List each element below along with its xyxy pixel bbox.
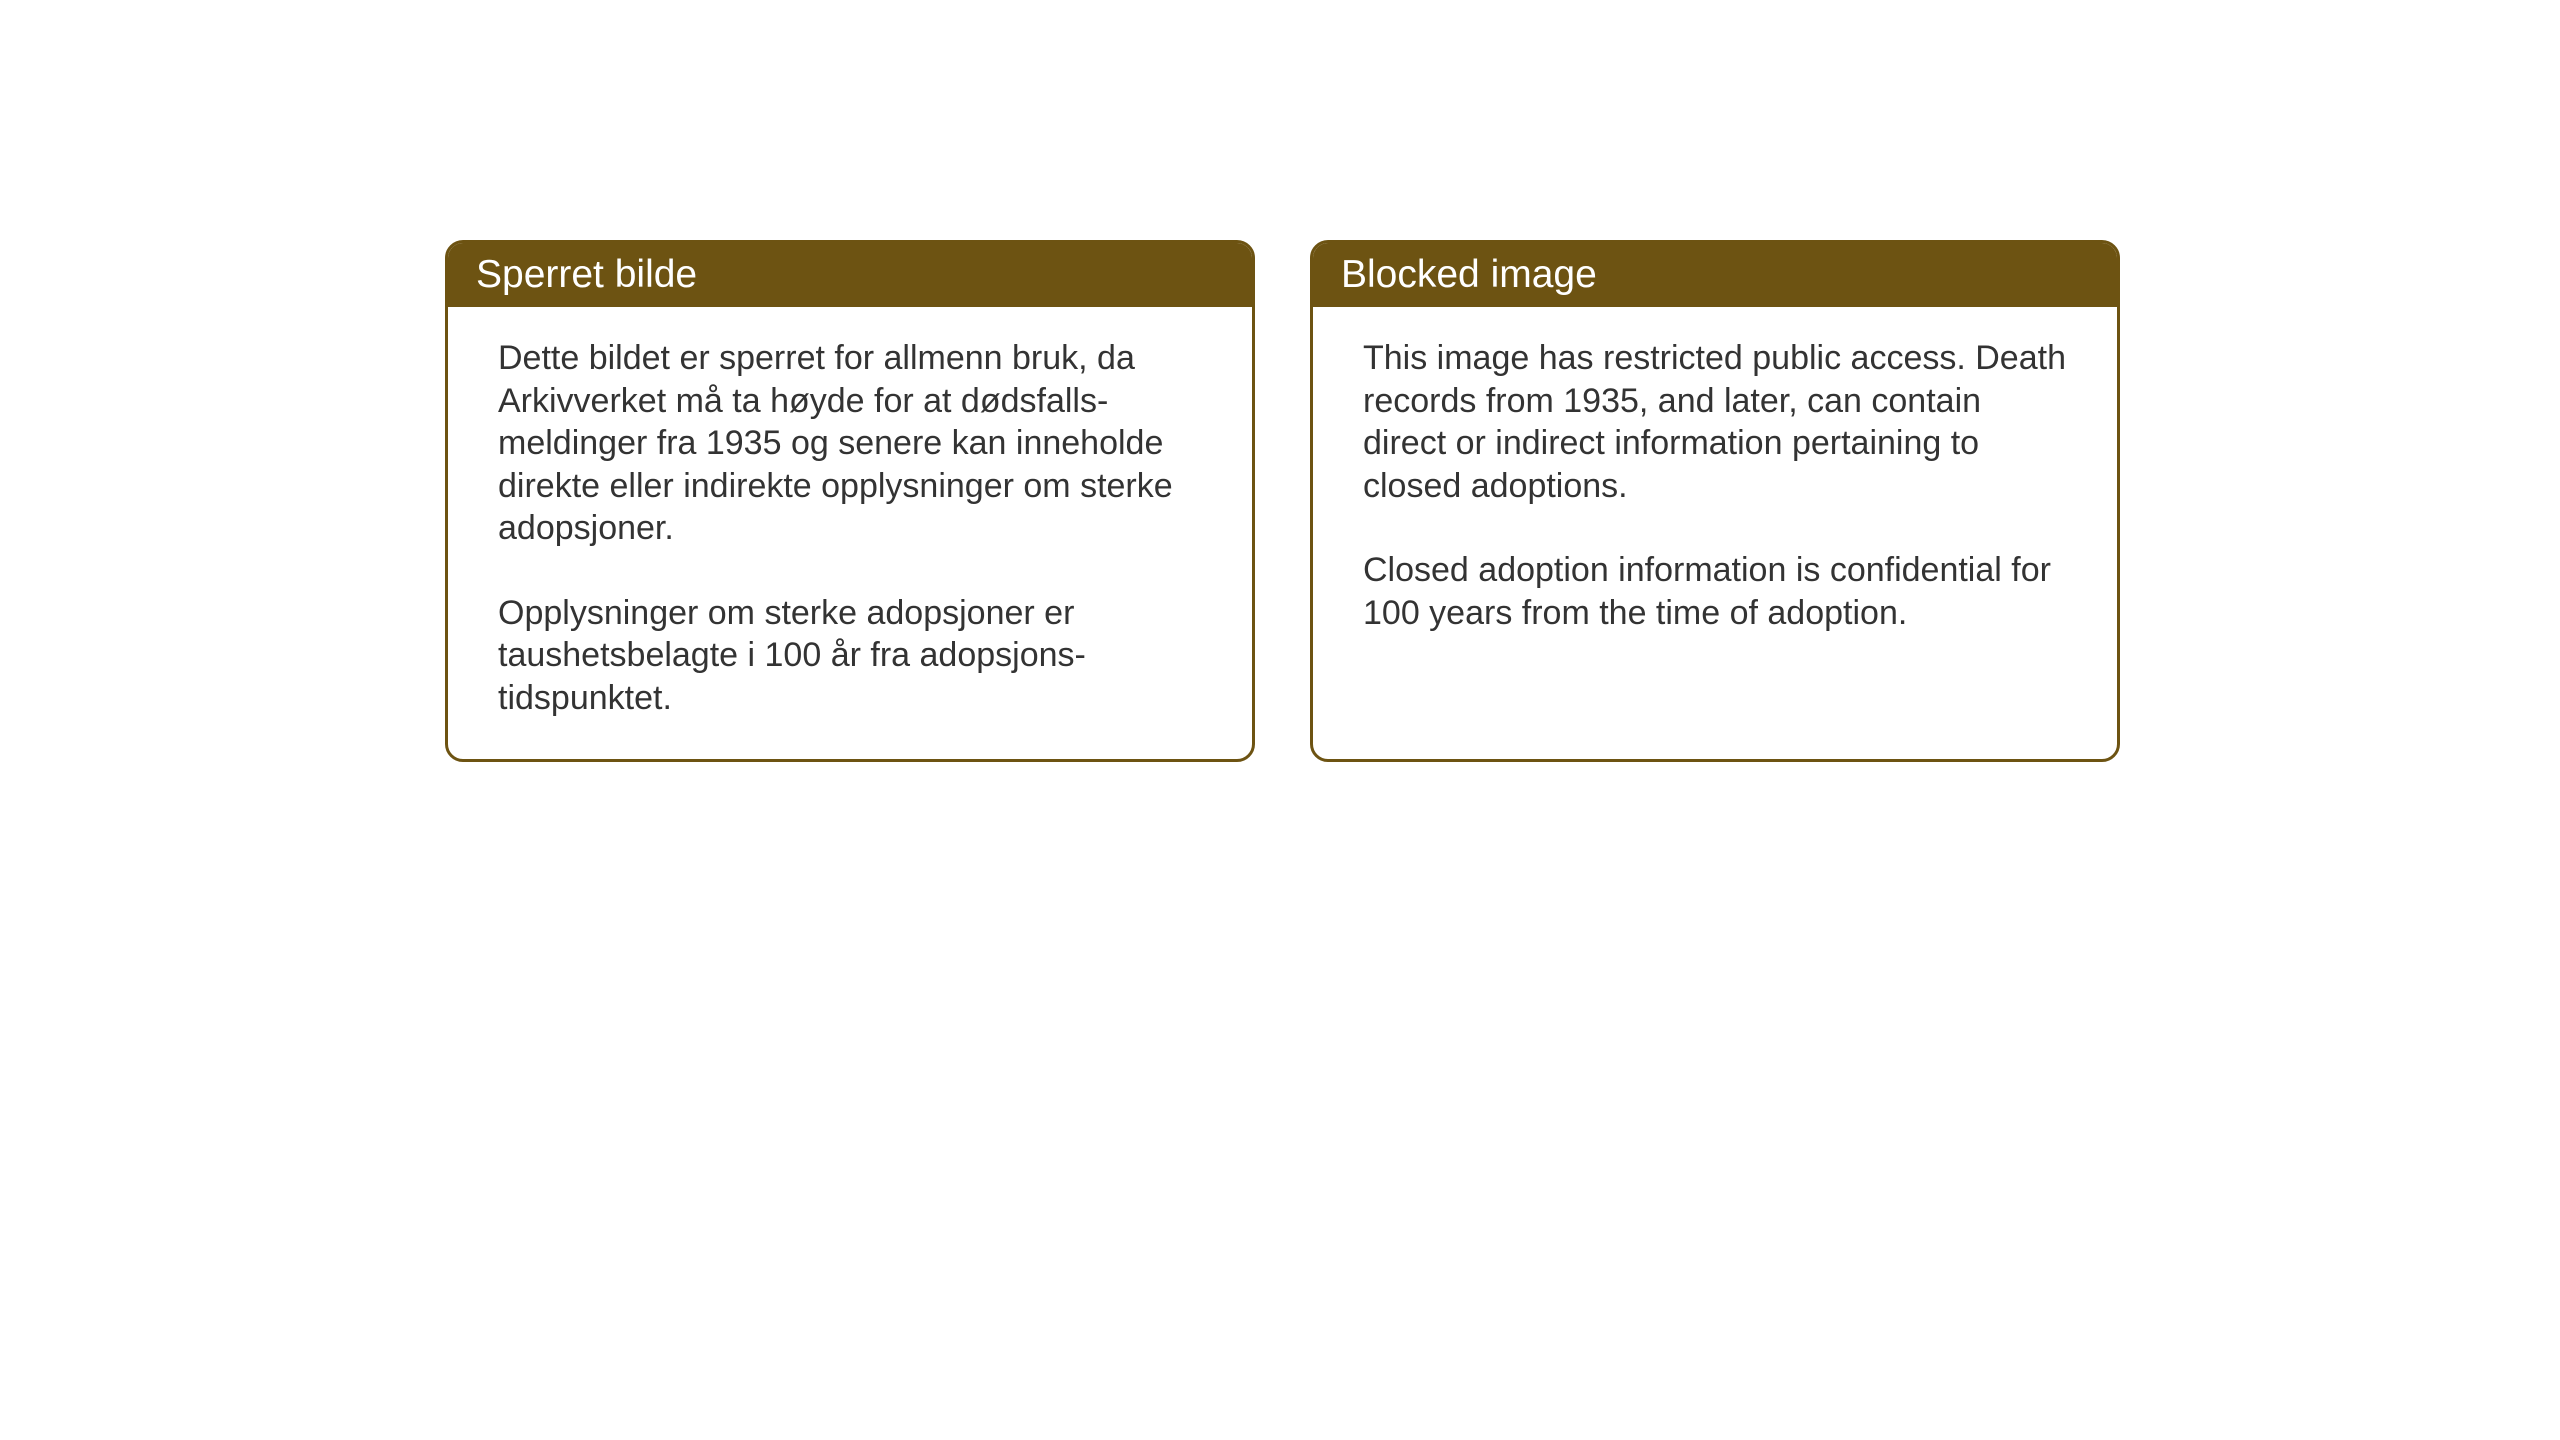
notice-body-norwegian: Dette bildet er sperret for allmenn bruk…	[448, 307, 1252, 759]
notice-paragraph-1-english: This image has restricted public access.…	[1363, 337, 2067, 507]
notice-title-norwegian: Sperret bilde	[476, 253, 697, 296]
notice-title-english: Blocked image	[1341, 253, 1597, 296]
notice-header-english: Blocked image	[1313, 243, 2117, 307]
notice-header-norwegian: Sperret bilde	[448, 243, 1252, 307]
notice-paragraph-2-english: Closed adoption information is confident…	[1363, 549, 2067, 634]
notice-body-english: This image has restricted public access.…	[1313, 307, 2117, 737]
notice-container: Sperret bilde Dette bildet er sperret fo…	[445, 240, 2120, 762]
notice-card-english: Blocked image This image has restricted …	[1310, 240, 2120, 762]
notice-paragraph-2-norwegian: Opplysninger om sterke adopsjoner er tau…	[498, 592, 1202, 720]
notice-card-norwegian: Sperret bilde Dette bildet er sperret fo…	[445, 240, 1255, 762]
notice-paragraph-1-norwegian: Dette bildet er sperret for allmenn bruk…	[498, 337, 1202, 550]
